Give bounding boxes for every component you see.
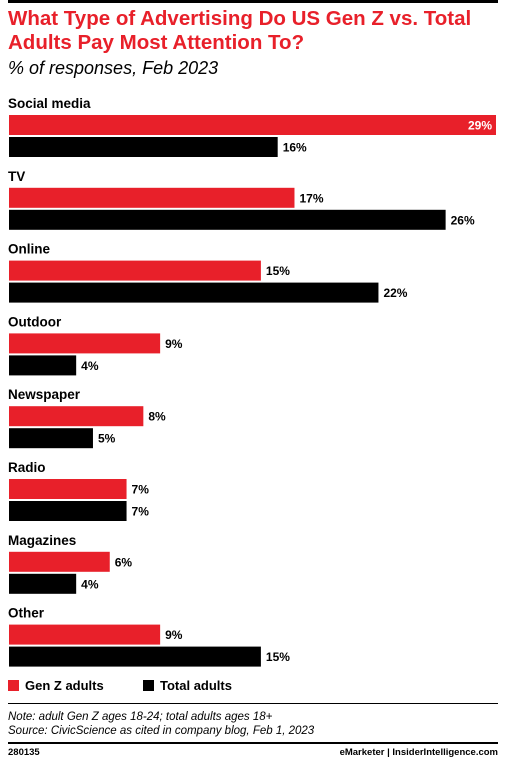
data-label-tv-gen-z-adults: 17%	[299, 191, 323, 205]
category-label-radio: Radio	[8, 460, 46, 475]
bar-radio-total-adults	[9, 501, 127, 521]
data-label-online-gen-z-adults: 15%	[266, 264, 290, 278]
bar-magazines-total-adults	[9, 573, 77, 594]
data-label-outdoor-gen-z-adults: 9%	[165, 337, 183, 351]
data-label-newspaper-gen-z-adults: 8%	[148, 410, 166, 424]
footer-chart-id: 280135	[8, 747, 40, 758]
data-label-other-gen-z-adults: 9%	[165, 628, 183, 642]
legend-label-gen-z: Gen Z adults	[25, 678, 104, 693]
bar-online-total-adults	[9, 282, 379, 303]
bar-outdoor-total-adults	[9, 355, 77, 376]
legend-swatch-total	[143, 680, 154, 691]
bar-newspaper-gen-z-adults	[9, 406, 144, 427]
bar-social-media-gen-z-adults	[9, 115, 496, 135]
data-label-magazines-total-adults: 4%	[81, 577, 99, 591]
bar-chart: Social media 29% 16% TV 17% 26% Online 15% 22% Ou…	[8, 96, 496, 667]
bar-other-total-adults	[9, 646, 261, 667]
legend-label-total: Total adults	[160, 678, 232, 693]
notes: Note: adult Gen Z ages 18-24; total adul…	[8, 710, 314, 738]
data-label-outdoor-total-adults: 4%	[81, 359, 99, 373]
bar-outdoor-gen-z-adults	[9, 333, 161, 354]
footer-brand: eMarketer | InsiderIntelligence.com	[339, 747, 498, 758]
category-label-outdoor: Outdoor	[8, 314, 62, 329]
category-label-magazines: Magazines	[8, 533, 76, 548]
data-label-other-total-adults: 15%	[266, 650, 290, 664]
chart-subtitle: % of responses, Feb 2023	[8, 58, 219, 78]
data-label-newspaper-total-adults: 5%	[98, 432, 116, 446]
source-line: Source: CivicScience as cited in company…	[8, 725, 315, 737]
divider	[8, 703, 498, 704]
category-label-newspaper: Newspaper	[8, 387, 81, 402]
data-label-social-media-total-adults: 16%	[283, 141, 307, 155]
data-label-tv-total-adults: 26%	[451, 213, 475, 227]
category-label-tv: TV	[8, 169, 25, 184]
top-rule	[8, 0, 498, 3]
bottom-rule	[8, 742, 498, 744]
data-label-magazines-gen-z-adults: 6%	[115, 555, 133, 569]
note-line: Note: adult Gen Z ages 18-24; total adul…	[8, 711, 273, 723]
bar-social-media-total-adults	[9, 137, 278, 157]
bar-newspaper-total-adults	[9, 428, 93, 449]
data-label-online-total-adults: 22%	[383, 286, 407, 300]
bar-tv-gen-z-adults	[9, 187, 295, 208]
legend-swatch-gen-z	[8, 680, 19, 691]
data-label-radio-total-adults: 7%	[132, 505, 150, 519]
category-label-other: Other	[8, 606, 45, 621]
bar-online-gen-z-adults	[9, 260, 261, 281]
data-label-social-media-gen-z-adults: 29%	[468, 119, 492, 133]
category-label-social-media: Social media	[8, 96, 91, 111]
legend-item-total: Total adults	[143, 678, 232, 693]
bar-tv-total-adults	[9, 209, 446, 230]
category-label-online: Online	[8, 242, 50, 257]
bar-magazines-gen-z-adults	[9, 551, 110, 572]
legend-item-gen-z: Gen Z adults	[8, 678, 104, 693]
bar-other-gen-z-adults	[9, 624, 161, 645]
bar-radio-gen-z-adults	[9, 479, 127, 499]
chart-title: What Type of Advertising Do US Gen Z vs.…	[8, 7, 472, 54]
data-label-radio-gen-z-adults: 7%	[132, 483, 150, 497]
